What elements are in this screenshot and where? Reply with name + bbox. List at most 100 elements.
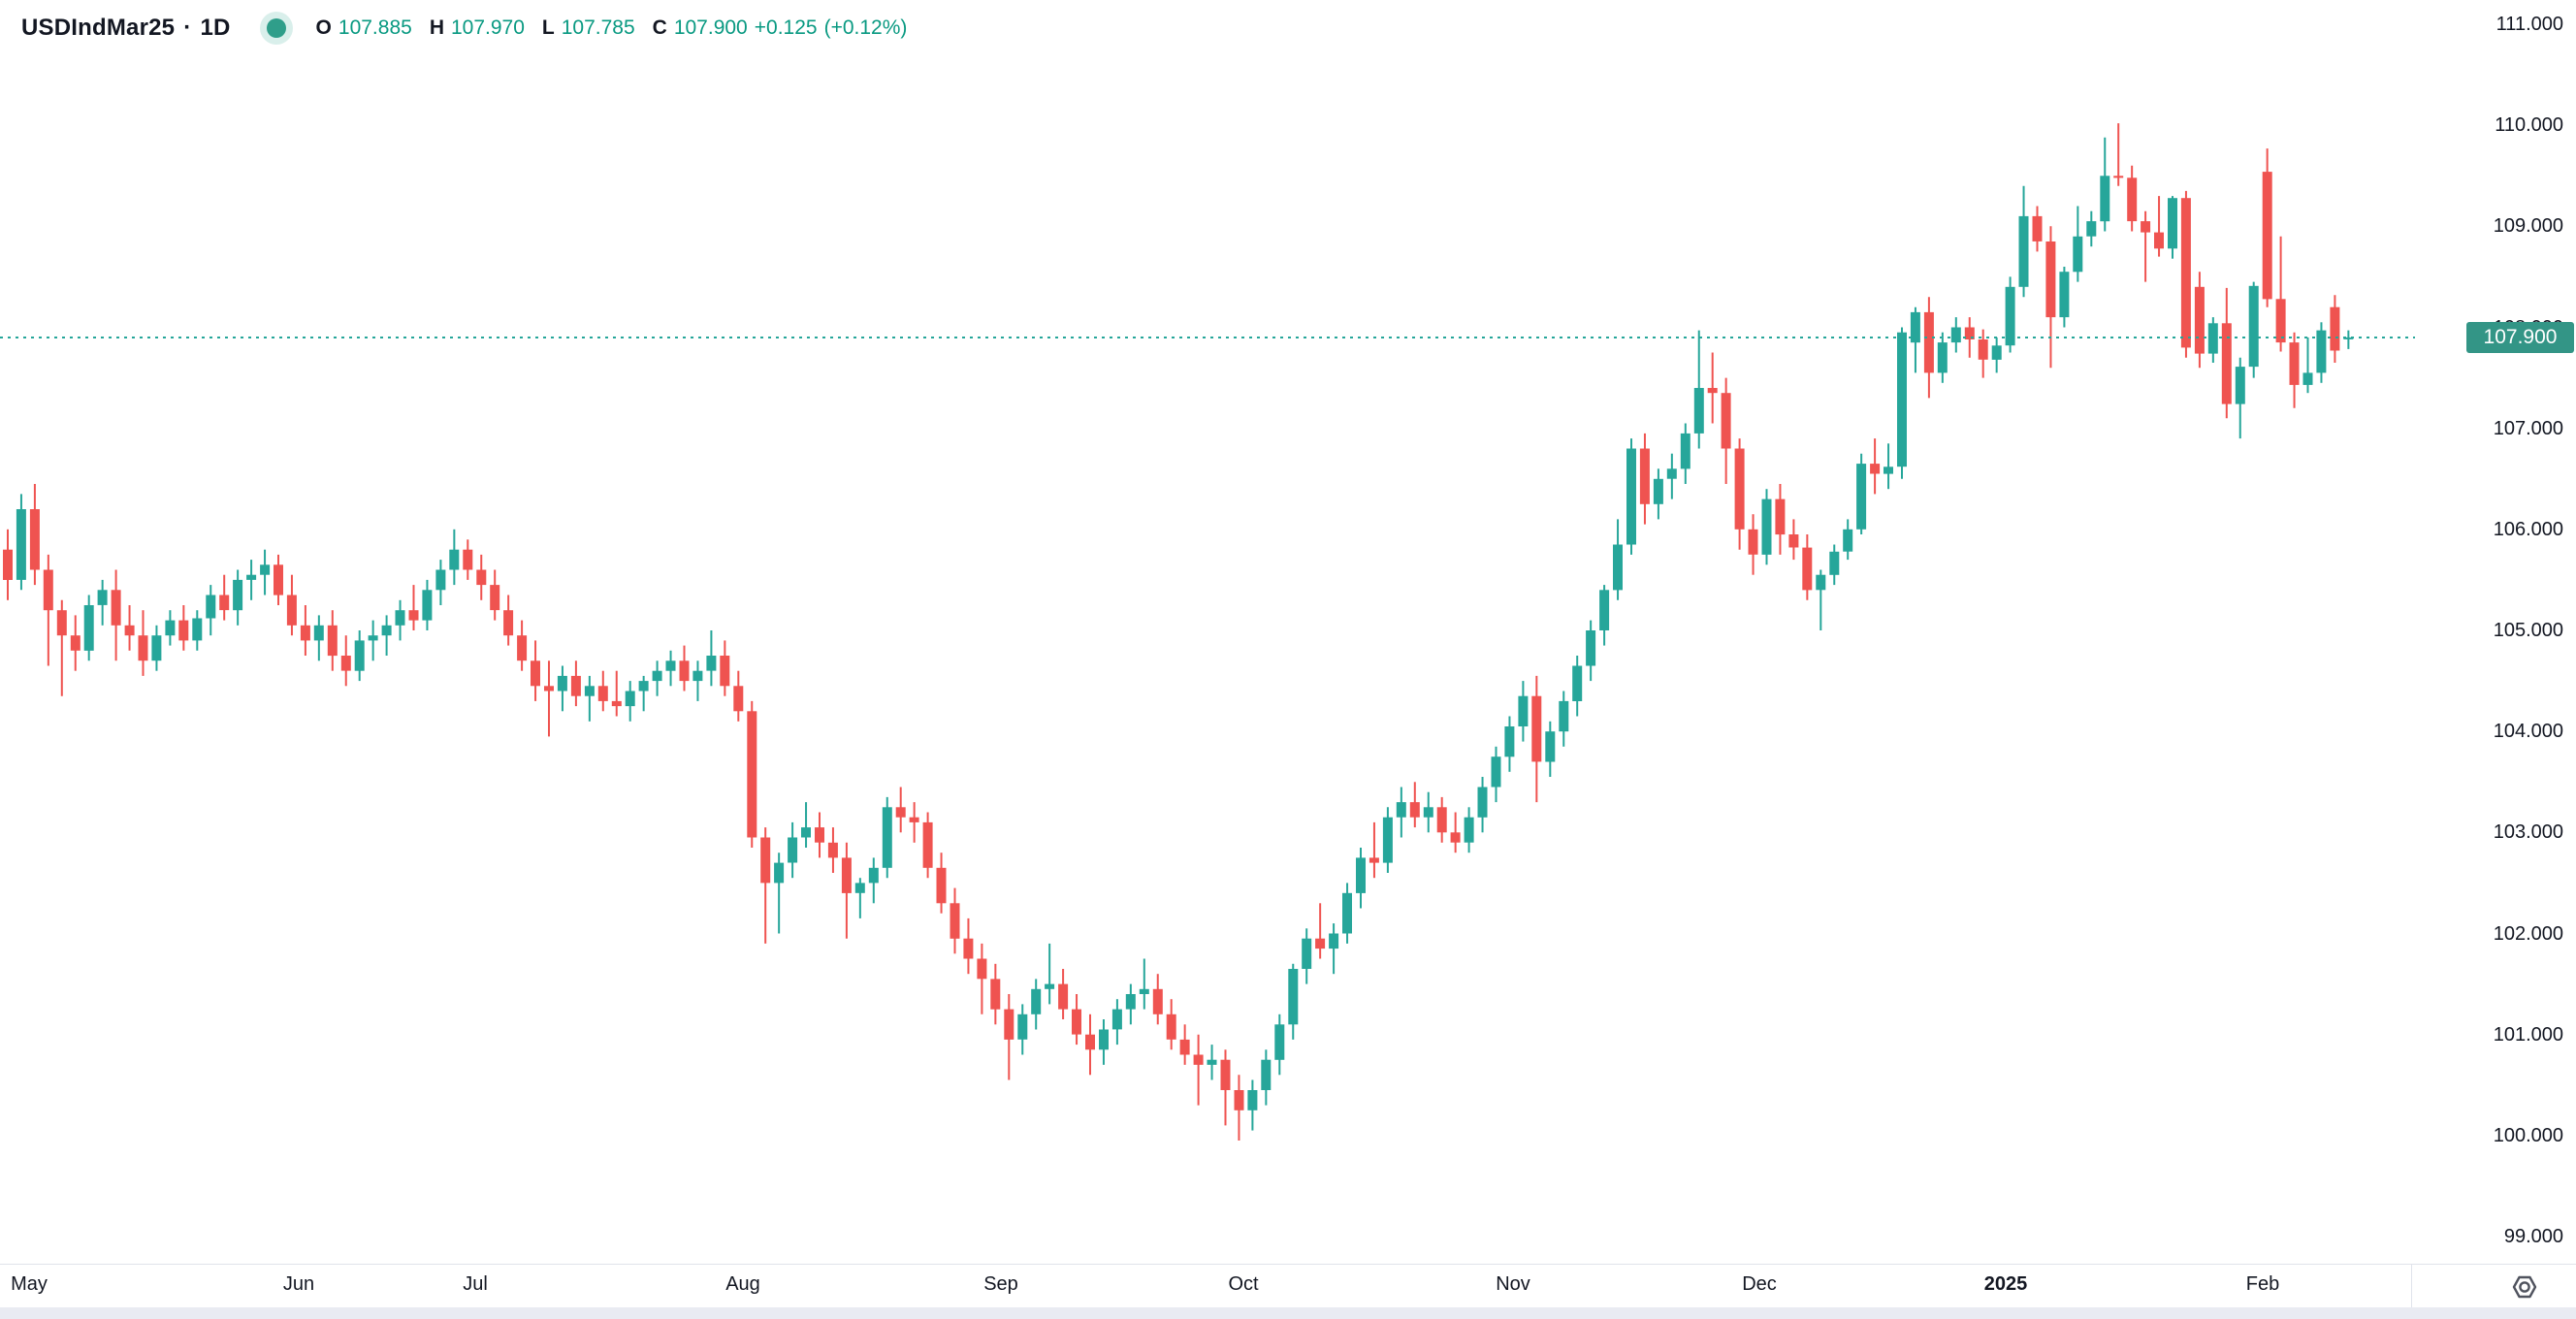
candle xyxy=(300,605,310,656)
price-axis-label: 107.000 xyxy=(2493,417,2563,439)
candle xyxy=(1991,337,2002,373)
price-axis-label: 103.000 xyxy=(2493,821,2563,844)
candle xyxy=(395,599,405,641)
candle xyxy=(815,812,824,858)
candle xyxy=(909,802,919,843)
candle xyxy=(327,610,338,671)
candle xyxy=(720,640,730,696)
candle xyxy=(1707,352,1718,424)
candle xyxy=(274,554,283,605)
candle xyxy=(246,560,257,600)
candle xyxy=(2018,185,2029,298)
time-axis-label: May xyxy=(11,1273,48,1295)
price-axis-label: 99.000 xyxy=(2503,1226,2563,1247)
candle xyxy=(422,579,433,630)
candle xyxy=(70,615,80,671)
candle xyxy=(1775,484,1786,555)
high-value: 107.970 xyxy=(450,16,525,39)
candle xyxy=(2127,165,2138,232)
candle xyxy=(692,660,703,701)
candle xyxy=(1368,821,1379,879)
price-axis-label: 102.000 xyxy=(2493,922,2563,945)
candle xyxy=(124,605,135,651)
candle xyxy=(192,610,203,651)
timeframe-label: 1D xyxy=(200,15,231,41)
candle xyxy=(1152,974,1163,1025)
candle xyxy=(1396,787,1406,838)
candle xyxy=(1639,433,1650,525)
candle xyxy=(2316,322,2327,383)
change-value: +0.125 xyxy=(754,16,818,39)
candle xyxy=(1910,306,1920,373)
open-label: O xyxy=(315,16,332,39)
price-axis-label: 104.000 xyxy=(2493,721,2563,743)
candle xyxy=(1099,1019,1109,1065)
candle xyxy=(1586,620,1596,682)
price-axis-label: 110.000 xyxy=(2495,114,2563,137)
candle xyxy=(165,610,176,646)
candle xyxy=(531,640,540,701)
candle xyxy=(463,539,473,580)
time-axis-label: Feb xyxy=(2245,1273,2280,1295)
candle xyxy=(29,484,40,586)
candle xyxy=(1816,569,1826,630)
candle xyxy=(2086,210,2097,247)
candle xyxy=(111,569,121,661)
candle xyxy=(1031,979,1042,1030)
candle xyxy=(2343,330,2354,349)
change-percent: (+0.12%) xyxy=(823,16,908,39)
title-separator: · xyxy=(183,15,192,41)
candle xyxy=(2275,236,2286,352)
candle xyxy=(638,675,649,712)
candle xyxy=(368,620,378,661)
candle xyxy=(854,878,865,918)
time-axis-label: Jul xyxy=(463,1273,488,1295)
candle xyxy=(1464,807,1474,853)
candle xyxy=(1139,958,1149,1010)
candle xyxy=(1884,443,1893,490)
price-chart-plot[interactable]: USDIndMar25 · 1D O 107.885 H 107.970 L 1… xyxy=(0,0,2468,1264)
candle xyxy=(1491,746,1501,803)
time-axis-label: Oct xyxy=(1228,1273,1259,1295)
candle xyxy=(1436,796,1447,843)
time-axis-label: Aug xyxy=(725,1273,760,1295)
candle xyxy=(1072,994,1081,1046)
chart-legend: USDIndMar25 · 1D O 107.885 H 107.970 L 1… xyxy=(21,12,907,45)
candle xyxy=(490,569,500,621)
candle xyxy=(788,821,798,879)
candle xyxy=(1599,585,1610,646)
open-value: 107.885 xyxy=(338,16,412,39)
symbol-title[interactable]: USDIndMar25 · 1D xyxy=(21,15,231,42)
candle xyxy=(2073,206,2083,282)
status-dot-core-icon xyxy=(266,18,286,38)
candle xyxy=(2045,226,2056,369)
candle xyxy=(990,963,1001,1025)
candle xyxy=(2330,295,2340,363)
price-axis-label: 101.000 xyxy=(2493,1023,2563,1046)
candle xyxy=(178,605,189,651)
candle xyxy=(1261,1049,1272,1106)
candle xyxy=(1870,438,1881,495)
candle xyxy=(56,599,67,696)
candle xyxy=(557,665,567,712)
close-label: C xyxy=(652,16,667,39)
candle xyxy=(313,615,324,661)
axis-settings-gear-icon[interactable] xyxy=(2510,1272,2539,1302)
time-axis-label: Sep xyxy=(983,1273,1018,1295)
candle xyxy=(1518,681,1529,742)
candle xyxy=(2207,317,2218,363)
candle xyxy=(1572,656,1583,717)
candle xyxy=(1247,1079,1258,1131)
candle xyxy=(2194,272,2205,369)
candle xyxy=(652,660,662,696)
candle xyxy=(3,529,13,600)
candle xyxy=(260,549,271,595)
candle xyxy=(435,560,446,605)
price-axis[interactable]: 107.900 111.000110.000109.000108.000107.… xyxy=(2415,0,2576,1264)
candle xyxy=(706,630,717,687)
candle xyxy=(747,700,757,848)
time-axis[interactable]: May Jun Jul Aug Sep Oct Nov Dec 2025 Feb xyxy=(0,1264,2576,1308)
time-axis-label: Dec xyxy=(1742,1273,1777,1295)
candle xyxy=(1342,883,1352,944)
candle xyxy=(1045,943,1055,1005)
